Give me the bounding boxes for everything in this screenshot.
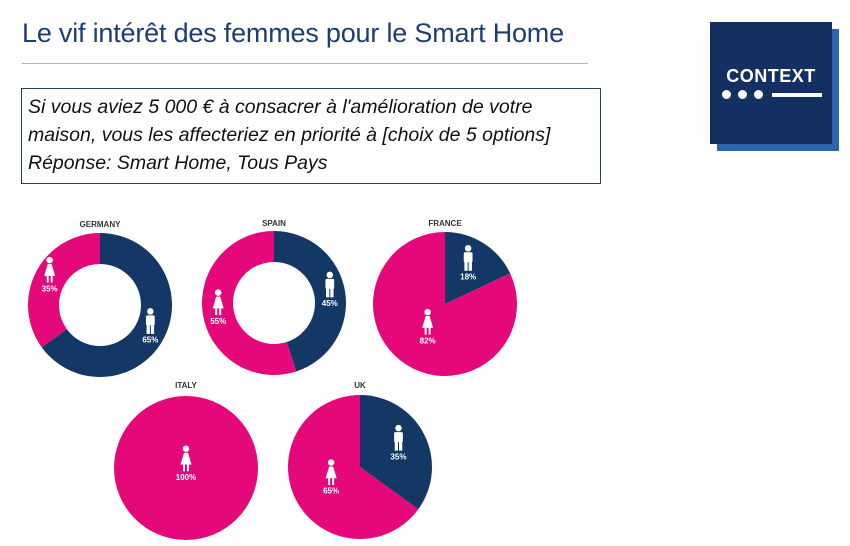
slice-men <box>445 232 511 304</box>
context-logo: CONTEXT <box>710 22 840 152</box>
slice-label: 100% <box>176 473 196 482</box>
slice-men <box>274 231 347 372</box>
slice-women <box>114 396 258 540</box>
slice-label: 18% <box>460 273 476 282</box>
question-line: Réponse: Smart Home, Tous Pays <box>28 152 328 174</box>
logo-dot <box>722 90 731 99</box>
man-icon <box>145 308 155 334</box>
slice-label: 35% <box>390 452 406 461</box>
slice-women <box>28 233 101 348</box>
man-icon <box>463 245 473 271</box>
pie-chart-france: FRANCE 18% 82% <box>373 219 518 377</box>
question-line: Si vous aviez 5 000 € à consacrer à l'am… <box>28 96 533 118</box>
woman-icon <box>180 445 192 472</box>
slice-label: 55% <box>210 317 226 326</box>
pie-chart-uk: UK 35% 65% <box>288 381 432 539</box>
question-box: Si vous aviez 5 000 € à consacrer à l'am… <box>21 88 601 184</box>
slice-women <box>288 395 419 539</box>
title-underline <box>22 63 588 64</box>
slice-label: 65% <box>142 336 158 345</box>
logo-bar <box>772 93 822 97</box>
chart-title: SPAIN <box>262 219 286 228</box>
woman-icon <box>212 289 224 316</box>
slice-men <box>360 395 432 510</box>
woman-icon <box>44 256 56 283</box>
pie-chart-italy: ITALY 100% <box>114 381 258 540</box>
question-line: maison, vous les affecteriez en priorité… <box>28 124 551 146</box>
slice-label: 65% <box>323 487 339 496</box>
slice-label: 45% <box>322 299 338 308</box>
pie-chart-germany: GERMANY 65% 35% <box>28 220 172 377</box>
pie-chart-spain: SPAIN 45% 55% <box>202 219 347 375</box>
slice-women <box>373 232 518 377</box>
logo-dot <box>754 90 763 99</box>
logo-dots <box>722 90 822 100</box>
chart-title: ITALY <box>175 381 197 390</box>
logo-text: CONTEXT <box>726 66 816 86</box>
slice-women <box>202 231 297 375</box>
chart-title: GERMANY <box>80 220 122 229</box>
slice-label: 35% <box>42 284 58 293</box>
logo-block: CONTEXT <box>710 22 832 144</box>
woman-icon <box>422 308 434 335</box>
chart-title: UK <box>354 381 366 390</box>
woman-icon <box>325 459 337 485</box>
man-icon <box>325 271 335 298</box>
slice-men <box>41 233 172 377</box>
page-title: Le vif intérêt des femmes pour le Smart … <box>22 18 564 48</box>
slice-label: 82% <box>420 336 436 345</box>
man-icon <box>394 424 403 451</box>
logo-dot <box>738 90 747 99</box>
chart-title: FRANCE <box>428 219 462 228</box>
